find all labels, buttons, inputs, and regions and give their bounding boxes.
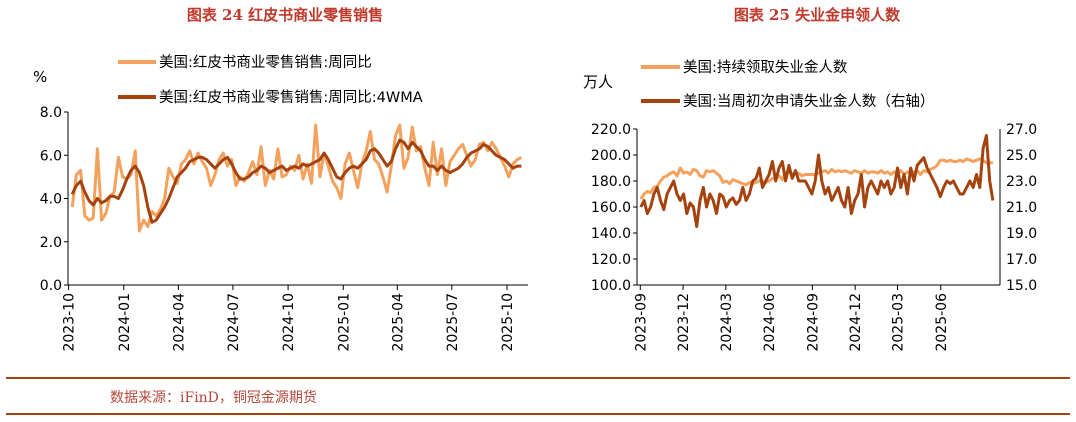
chart1-title: 图表 24 红皮书商业零售销售: [187, 6, 383, 24]
y2-tick-label: 17.0: [1006, 252, 1037, 268]
x-tick-label: 2024-10: [281, 293, 297, 352]
chart2-plot: 100.0 120.0 140.0 160.0 180.0 200.0 220.0 15.0 1…: [591, 122, 1037, 352]
y-tick-label: 8.0: [40, 105, 62, 121]
y-tick-label: 120.0: [591, 252, 631, 268]
y2-tick-label: 23.0: [1006, 174, 1037, 190]
chart2-title: 图表 25 失业金申领人数: [734, 6, 901, 24]
series-line-2: [639, 134, 995, 228]
y-tick-label: 6.0: [40, 148, 62, 164]
x-tick-label: 2024-09: [805, 293, 821, 352]
chart2-legend: 美国:持续领取失业金人数 美国:当周初次申请失业金人数（右轴）: [641, 59, 934, 110]
source-note: 数据来源：iFinD，铜冠金源期货: [110, 389, 317, 406]
x-tick-label: 2023-10: [62, 293, 78, 352]
chart1-legend-label-1: 美国:红皮书商业零售销售:周同比: [159, 54, 372, 71]
y-tick-label: 4.0: [40, 192, 62, 208]
y2-tick-label: 27.0: [1006, 122, 1037, 138]
chart1-legend: 美国:红皮书商业零售销售:周同比 美国:红皮书商业零售销售:周同比:4WMA: [118, 54, 423, 106]
series-line-1: [70, 123, 523, 233]
x-tick-label: 2024-04: [171, 293, 187, 352]
y-tick-label: 180.0: [591, 174, 631, 190]
y2-tick-label: 15.0: [1006, 278, 1037, 294]
x-tick-label: 2025-04: [390, 293, 406, 352]
x-tick-label: 2025-06: [934, 293, 950, 352]
chart1-ylabel: %: [33, 68, 47, 86]
x-tick-label: 2025-10: [500, 293, 516, 352]
x-tick-label: 2025-03: [890, 293, 906, 352]
y-tick-label: 220.0: [591, 122, 631, 138]
y-tick-label: 140.0: [591, 226, 631, 242]
x-tick-label: 2025-07: [445, 293, 461, 352]
x-tick-label: 2023-12: [676, 293, 692, 352]
chart2-ylabel: 万人: [583, 73, 613, 91]
series-line-2: [70, 138, 522, 224]
y-tick-label: 200.0: [591, 148, 631, 164]
y-tick-label: 100.0: [591, 278, 631, 294]
y-tick-label: 0.0: [40, 278, 62, 294]
y2-tick-label: 19.0: [1006, 226, 1037, 242]
y-tick-label: 160.0: [591, 200, 631, 216]
x-tick-label: 2024-12: [848, 293, 864, 352]
chart2-legend-label-1: 美国:持续领取失业金人数: [683, 59, 848, 76]
x-tick-label: 2024-01: [117, 293, 133, 352]
y2-tick-label: 21.0: [1006, 200, 1037, 216]
chart2-legend-label-2: 美国:当周初次申请失业金人数（右轴）: [683, 93, 934, 110]
x-tick-label: 2024-07: [226, 293, 242, 352]
chart1-legend-label-2: 美国:红皮书商业零售销售:周同比:4WMA: [159, 89, 423, 106]
chart1-plot: 0.0 2.0 4.0 6.0 8.0 2023-10 2024-01 2024-04 2024…: [40, 105, 528, 352]
x-tick-label: 2024-06: [762, 293, 778, 352]
y-tick-label: 2.0: [40, 235, 62, 251]
x-tick-label: 2023-09: [633, 293, 649, 352]
x-tick-label: 2025-01: [336, 293, 352, 352]
y2-tick-label: 25.0: [1006, 148, 1037, 164]
x-tick-label: 2024-03: [719, 293, 735, 352]
